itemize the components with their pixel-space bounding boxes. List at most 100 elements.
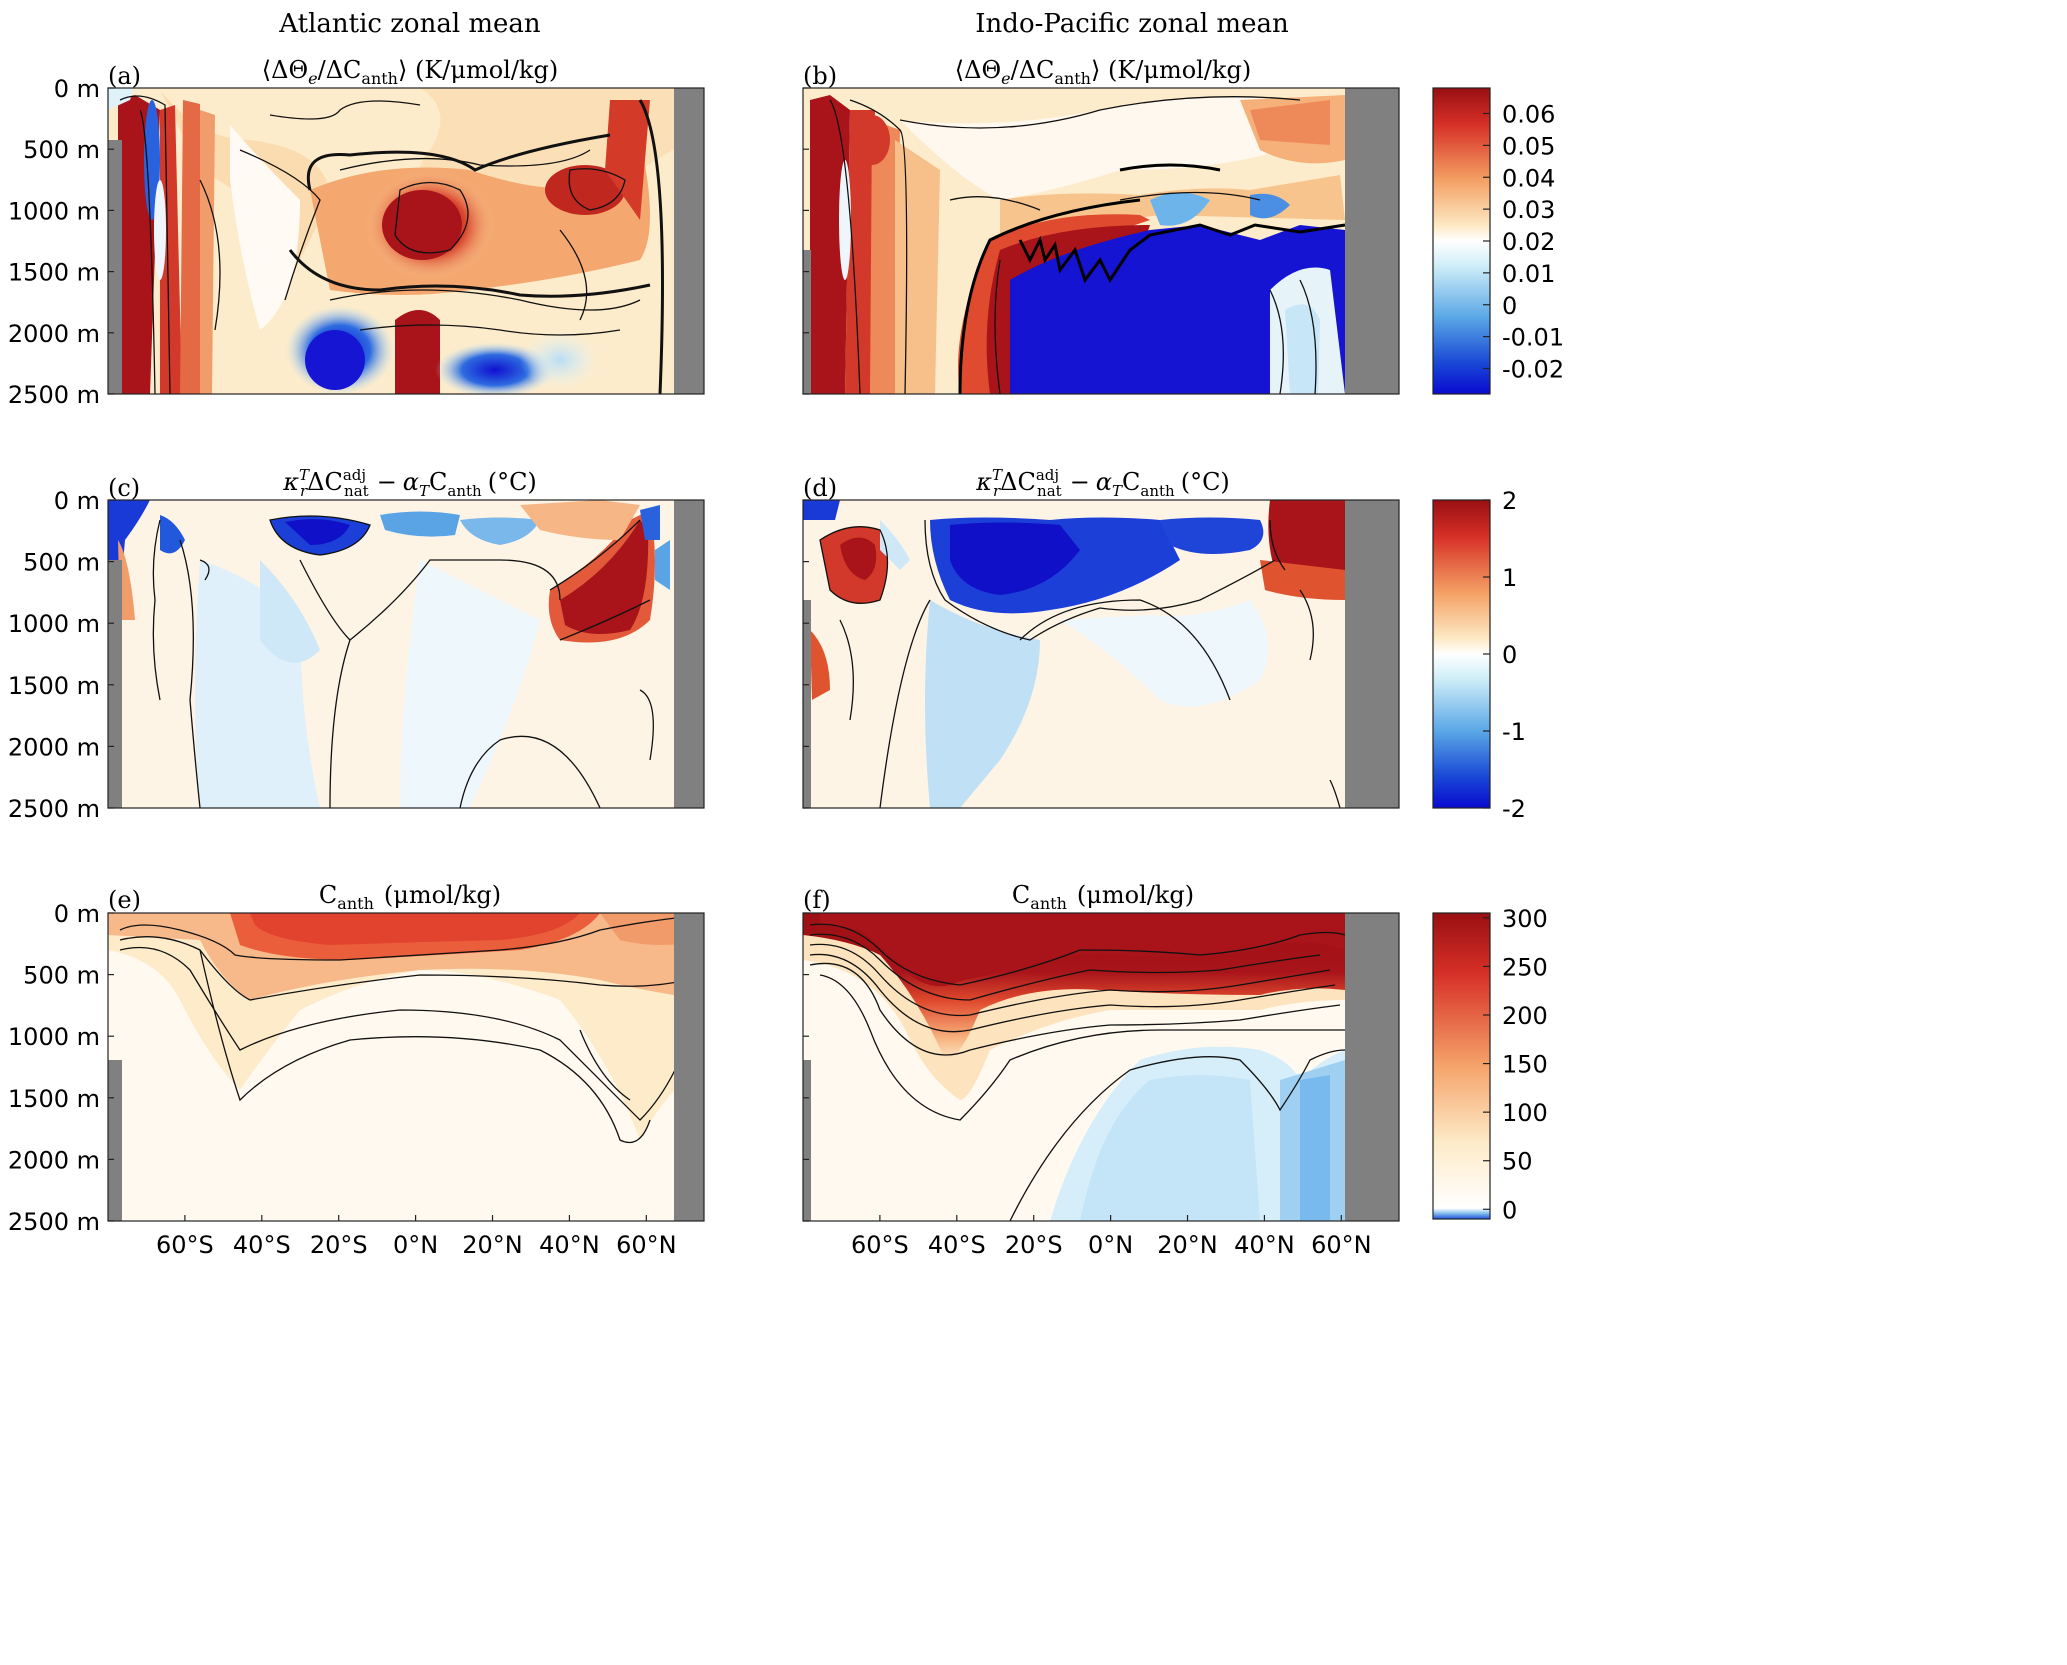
title-part: (μmol/kg)	[384, 881, 501, 909]
colorbar-tick-label: 200	[1502, 1002, 1548, 1030]
panel-c-title: κT rΔCadj nat − αTCanth (°C)	[282, 466, 537, 500]
title-part: (°C)	[1181, 468, 1230, 496]
title-part: ΔC	[1000, 468, 1036, 496]
title-sub: nat	[1037, 482, 1062, 500]
y-tick-label: 2500 m	[8, 381, 100, 409]
colorbar-tick-label: 0.05	[1502, 132, 1555, 160]
y-tick-label: 500 m	[23, 136, 100, 164]
panel-d	[803, 500, 1399, 808]
title-part: ⟨ΔΘ	[955, 56, 1001, 84]
title-sup: adj	[343, 466, 366, 484]
x-tick-label: 20°N	[462, 1231, 523, 1259]
y-tick-label: 2500 m	[8, 795, 100, 823]
colorbar-tick-label: 0.04	[1502, 164, 1555, 192]
title-part: C	[1012, 881, 1030, 909]
colorbar-tick-label: -0.01	[1502, 324, 1564, 352]
colorbar-ef	[1432, 912, 1491, 1220]
colorbar-tick-label: 1	[1502, 564, 1517, 592]
colorbar-cd	[1432, 499, 1491, 809]
title-sub: anth	[361, 69, 398, 88]
y-tick-label: 2000 m	[8, 733, 100, 761]
title-sub: anth	[1030, 894, 1067, 913]
panel-a	[108, 88, 704, 394]
title-part: C	[1122, 468, 1140, 496]
colorbar-tick-label: -0.02	[1502, 356, 1564, 384]
title-part: /ΔC	[318, 56, 362, 84]
title-sup: adj	[1036, 466, 1059, 484]
y-tick-label: 2000 m	[8, 320, 100, 348]
x-tick-label: 0°N	[1088, 1231, 1133, 1259]
panel-b-frame	[802, 87, 1400, 395]
colorbar-tick-label: 100	[1502, 1099, 1548, 1127]
colorbar-tick-label: 250	[1502, 953, 1548, 981]
title-sub: anth	[1054, 69, 1091, 88]
colorbar-tick-label: 0	[1502, 641, 1517, 669]
title-part: ⟩ (K/μmol/kg)	[1091, 56, 1251, 84]
y-tick-label: 0 m	[54, 487, 100, 515]
x-tick-label: 60°S	[851, 1231, 909, 1259]
title-sup: T	[299, 466, 310, 484]
panel-f-frame	[802, 912, 1400, 1222]
panel-e-title: Canth (μmol/kg)	[319, 881, 501, 913]
panel-f-title: Canth (μmol/kg)	[1012, 881, 1194, 913]
y-tick-label: 2000 m	[8, 1146, 100, 1174]
colorbar-tick-label: 300	[1502, 905, 1548, 933]
x-tick-label: 60°N	[1311, 1231, 1372, 1259]
x-tick-label: 60°S	[156, 1231, 214, 1259]
title-part: ΔC	[307, 468, 343, 496]
panel-e-frame	[107, 912, 705, 1222]
x-tick-label: 20°S	[1005, 1231, 1063, 1259]
y-tick-label: 500 m	[23, 962, 100, 990]
title-sub: r	[300, 482, 308, 500]
x-tick-label: 20°S	[310, 1231, 368, 1259]
title-part: −	[377, 468, 397, 496]
title-part: (°C)	[488, 468, 537, 496]
x-tick-label: 0°N	[393, 1231, 438, 1259]
title-part: κ	[282, 468, 299, 496]
title-part: κ	[975, 468, 992, 496]
title-sub: anth	[447, 482, 482, 500]
y-tick-label: 0 m	[54, 900, 100, 928]
title-part: C	[429, 468, 447, 496]
title-sub: r	[993, 482, 1001, 500]
colorbar-tick-label: -1	[1502, 718, 1526, 746]
x-tick-label: 40°N	[539, 1231, 600, 1259]
title-part: ⟨ΔΘ	[262, 56, 308, 84]
colorbar-tick-label: 0.03	[1502, 196, 1555, 224]
colorbar-tick-label: 50	[1502, 1148, 1533, 1176]
panel-b-label: (b)	[803, 62, 837, 90]
y-tick-label: 0 m	[54, 75, 100, 103]
panel-b	[803, 88, 1399, 394]
colorbar-tick-label: 0.06	[1502, 101, 1555, 129]
panel-d-label: (d)	[803, 474, 837, 502]
panel-a-title: ⟨ΔΘe/ΔCanth⟩ (K/μmol/kg)	[262, 56, 558, 88]
title-part: α	[403, 468, 419, 496]
y-tick-label: 2500 m	[8, 1208, 100, 1236]
title-sub: anth	[1140, 482, 1175, 500]
colorbar-tick-label: 0	[1502, 1196, 1517, 1224]
panel-d-title: κT rΔCadj nat − αTCanth (°C)	[975, 466, 1230, 500]
y-tick-label: 1000 m	[8, 610, 100, 638]
panel-b-title: ⟨ΔΘe/ΔCanth⟩ (K/μmol/kg)	[955, 56, 1251, 88]
x-tick-label: 20°N	[1157, 1231, 1218, 1259]
colorbar-tick-label: 0.02	[1502, 228, 1555, 256]
title-sub: nat	[344, 482, 369, 500]
y-tick-label: 1500 m	[8, 672, 100, 700]
y-tick-label: 1500 m	[8, 1085, 100, 1113]
title-sub: T	[1112, 482, 1123, 500]
title-part: ⟩ (K/μmol/kg)	[398, 56, 558, 84]
y-tick-label: 500 m	[23, 549, 100, 577]
title-part: α	[1096, 468, 1112, 496]
title-sub: e	[1001, 69, 1010, 88]
panel-c-label: (c)	[108, 474, 140, 502]
title-sub: e	[308, 69, 317, 88]
panel-a-label: (a)	[108, 62, 141, 90]
x-tick-label: 60°N	[616, 1231, 677, 1259]
panel-c-frame	[107, 499, 705, 809]
colorbar-tick-label: 2	[1502, 487, 1517, 515]
panel-e-label: (e)	[108, 886, 141, 914]
title-part: C	[319, 881, 337, 909]
x-tick-label: 40°S	[233, 1231, 291, 1259]
